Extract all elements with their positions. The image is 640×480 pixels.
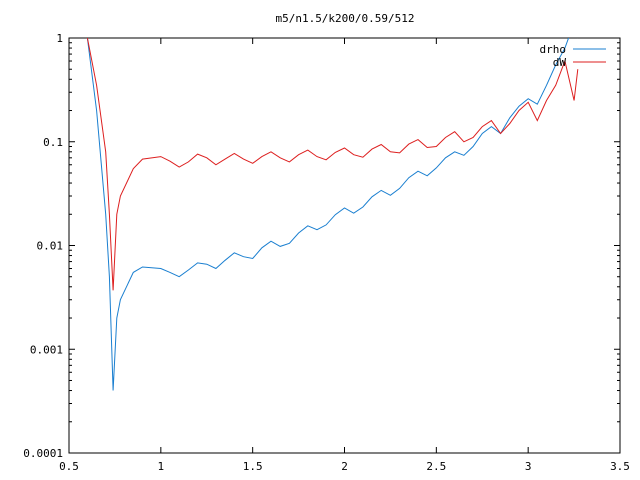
x-tick-label: 1: [158, 460, 165, 473]
y-tick-label: 1: [56, 32, 63, 45]
series-line-drho: [86, 38, 578, 391]
legend-label: drho: [540, 43, 567, 56]
legend-label: dW: [553, 56, 567, 69]
chart-title: m5/n1.5/k200/0.59/512: [275, 12, 414, 25]
axis-ticks: 0.5 1 1.5 2 2.5 3 3.5 1 0.1 0.01 0.001 0.0001: [23, 32, 630, 473]
y-tick-label: 0.001: [30, 343, 63, 356]
series-line-dw: [86, 38, 579, 291]
y-tick-label: 0.0001: [23, 447, 63, 460]
x-tick-label: 0.5: [59, 460, 79, 473]
x-tick-label: 2.5: [426, 460, 446, 473]
plot-frame: [68, 37, 621, 454]
x-tick-label: 3: [525, 460, 532, 473]
x-tick-label: 1.5: [243, 460, 263, 473]
x-tick-label: 2: [341, 460, 348, 473]
x-tick-label: 3.5: [610, 460, 630, 473]
y-tick-label: 0.01: [37, 240, 64, 253]
series-lines: [86, 38, 579, 391]
y-tick-label: 0.1: [43, 136, 63, 149]
